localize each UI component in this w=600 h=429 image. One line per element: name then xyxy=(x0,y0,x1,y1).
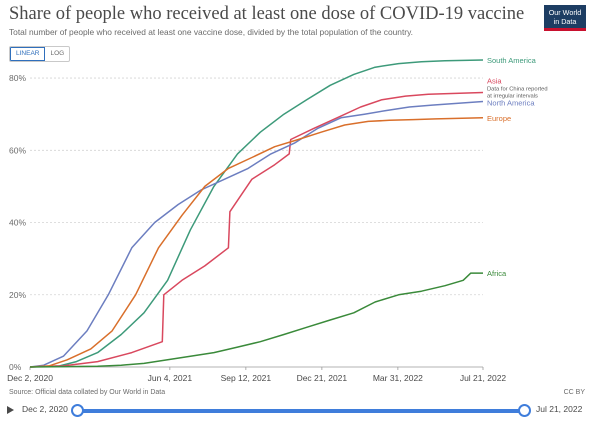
y-tick-label: 40% xyxy=(9,218,26,228)
series-label-europe: Europe xyxy=(487,114,511,123)
line-chart: 0% 20% 40% 60% 80% Dec 2, 2020 Jun 4, 2021 Sep… xyxy=(7,56,548,383)
timeline-start-label: Dec 2, 2020 xyxy=(22,404,68,414)
x-axis: Dec 2, 2020 Jun 4, 2021 Sep 12, 2021 Dec 21… xyxy=(7,367,506,383)
series-lines xyxy=(29,59,484,368)
logo-line-2: in Data xyxy=(553,16,577,26)
series-label-north-america: North America xyxy=(487,99,535,108)
annotation-china: Data for China reported at irregular inte… xyxy=(487,87,548,100)
series-label-africa: Africa xyxy=(487,269,507,278)
scale-toggle: LINEAR LOG xyxy=(9,46,71,62)
chart-subtitle: Total number of people who received at l… xyxy=(9,27,413,37)
logo-line-1: Our World xyxy=(548,8,582,17)
license-label[interactable]: CC BY xyxy=(563,389,585,396)
y-tick-label: 60% xyxy=(9,145,26,155)
x-tick-label: Mar 31, 2022 xyxy=(373,373,423,383)
chart-title: Share of people who received at least on… xyxy=(9,4,525,24)
series-line-africa xyxy=(29,272,483,368)
linear-scale-button[interactable]: LINEAR xyxy=(10,47,46,61)
y-tick-label: 0% xyxy=(9,362,22,372)
x-tick-label: Jun 4, 2021 xyxy=(148,373,193,383)
series-line-asia xyxy=(29,91,484,368)
x-tick-label: Jul 21, 2022 xyxy=(460,373,507,383)
x-tick-label: Dec 21, 2021 xyxy=(297,373,348,383)
timeline-end-handle[interactable] xyxy=(518,404,531,417)
timeline-end-label: Jul 21, 2022 xyxy=(536,404,583,414)
source-note: Source: Official data collated by Our Wo… xyxy=(9,389,166,396)
series-line-north-america xyxy=(29,100,484,368)
play-icon[interactable] xyxy=(7,406,14,414)
series-label-asia: Asia xyxy=(487,77,502,86)
series-labels: South America Asia North America Europe Afri… xyxy=(487,56,548,278)
series-line-south-america xyxy=(29,59,484,368)
timeline-track[interactable] xyxy=(78,409,525,413)
chart-grid xyxy=(30,77,483,368)
x-tick-label: Dec 2, 2020 xyxy=(7,373,53,383)
timeline-start-handle[interactable] xyxy=(71,404,84,417)
owid-logo[interactable]: Our World in Data xyxy=(544,5,586,31)
x-tick-label: Sep 12, 2021 xyxy=(221,373,272,383)
y-tick-label: 20% xyxy=(9,290,26,300)
log-scale-button[interactable]: LOG xyxy=(50,50,65,57)
series-label-south-america: South America xyxy=(487,56,537,65)
timeline-slider: Dec 2, 2020 Jul 21, 2022 xyxy=(0,401,600,421)
y-axis: 0% 20% 40% 60% 80% xyxy=(9,73,26,372)
y-tick-label: 80% xyxy=(9,73,26,83)
series-line-europe xyxy=(29,117,484,368)
